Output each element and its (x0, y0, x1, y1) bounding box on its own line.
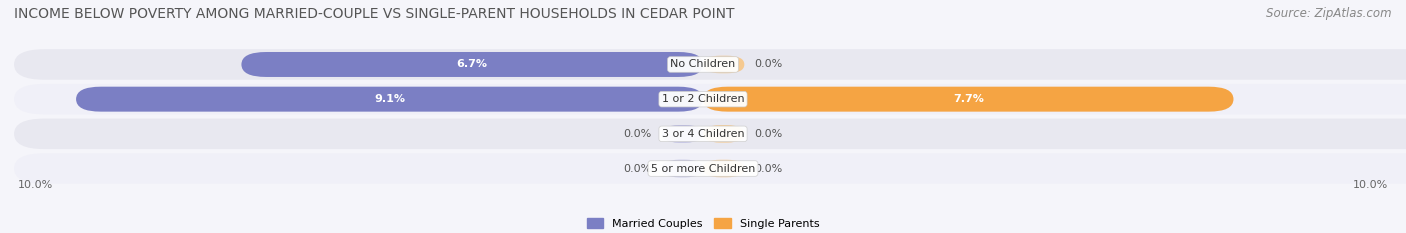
Text: INCOME BELOW POVERTY AMONG MARRIED-COUPLE VS SINGLE-PARENT HOUSEHOLDS IN CEDAR P: INCOME BELOW POVERTY AMONG MARRIED-COUPL… (14, 7, 734, 21)
Text: 3 or 4 Children: 3 or 4 Children (662, 129, 744, 139)
Text: Source: ZipAtlas.com: Source: ZipAtlas.com (1267, 7, 1392, 20)
FancyBboxPatch shape (14, 49, 1406, 80)
Text: 7.7%: 7.7% (953, 94, 984, 104)
FancyBboxPatch shape (14, 84, 1406, 114)
FancyBboxPatch shape (662, 125, 703, 143)
FancyBboxPatch shape (242, 52, 703, 77)
Legend: Married Couples, Single Parents: Married Couples, Single Parents (582, 214, 824, 233)
FancyBboxPatch shape (76, 87, 703, 112)
FancyBboxPatch shape (703, 125, 744, 143)
Text: 0.0%: 0.0% (755, 129, 783, 139)
FancyBboxPatch shape (703, 56, 744, 73)
FancyBboxPatch shape (703, 160, 744, 177)
Text: No Children: No Children (671, 59, 735, 69)
Text: 0.0%: 0.0% (755, 59, 783, 69)
Text: 0.0%: 0.0% (755, 164, 783, 174)
Text: 10.0%: 10.0% (17, 180, 53, 190)
FancyBboxPatch shape (14, 119, 1406, 149)
Text: 5 or more Children: 5 or more Children (651, 164, 755, 174)
Text: 9.1%: 9.1% (374, 94, 405, 104)
FancyBboxPatch shape (662, 160, 703, 177)
Text: 1 or 2 Children: 1 or 2 Children (662, 94, 744, 104)
Text: 0.0%: 0.0% (623, 164, 651, 174)
FancyBboxPatch shape (14, 153, 1406, 184)
Text: 10.0%: 10.0% (1353, 180, 1389, 190)
Text: 0.0%: 0.0% (623, 129, 651, 139)
FancyBboxPatch shape (703, 87, 1233, 112)
Text: 6.7%: 6.7% (457, 59, 488, 69)
